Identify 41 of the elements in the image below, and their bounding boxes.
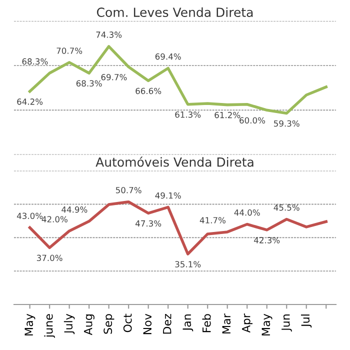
- x-tick-label: Feb: [202, 314, 211, 332]
- data-label: 44.0%: [234, 209, 260, 216]
- data-label: 35.1%: [175, 261, 201, 268]
- chart-title: Automóveis Venda Direta: [96, 156, 254, 167]
- data-label: 69.4%: [155, 53, 181, 60]
- data-label: 45.5%: [274, 204, 300, 211]
- x-tick-label: Mar: [222, 314, 231, 334]
- data-label: 42.3%: [254, 237, 280, 244]
- data-label: 61.2%: [214, 112, 240, 118]
- chart-title: Com. Leves Venda Direta: [96, 7, 253, 18]
- x-tick-label: Nov: [143, 314, 152, 334]
- data-label: 43.0%: [16, 212, 43, 220]
- x-tick-label: July: [64, 314, 75, 334]
- data-label: 68.3%: [22, 58, 48, 65]
- x-tick-label: Aug: [84, 314, 94, 336]
- data-label: 59.3%: [274, 120, 300, 127]
- data-label: 66.6%: [136, 88, 162, 94]
- data-label: 49.1%: [155, 192, 181, 199]
- data-label: 47.3%: [136, 220, 162, 227]
- data-label: 41.7%: [200, 217, 226, 224]
- x-tick-label: Dez: [163, 314, 172, 334]
- data-label: 74.3%: [96, 32, 122, 38]
- data-label: 68.3%: [76, 80, 102, 87]
- x-tick-label: june: [44, 314, 55, 338]
- data-label: 50.7%: [116, 187, 142, 194]
- data-label: 60.0%: [240, 117, 266, 124]
- data-label: 64.2%: [17, 98, 43, 105]
- data-label: 70.7%: [56, 48, 82, 54]
- x-tick-label: Apr: [242, 314, 252, 333]
- data-label: 42.0%: [42, 216, 68, 222]
- x-tick-label: Oct: [123, 314, 132, 332]
- data-label: 44.9%: [62, 206, 88, 213]
- x-tick-label: Jun: [282, 314, 292, 332]
- x-tick-label: May: [262, 314, 272, 336]
- data-label: 69.7%: [101, 74, 127, 80]
- data-label: 61.3%: [175, 111, 201, 118]
- x-tick-label: Sep: [104, 314, 114, 334]
- x-tick-label: Jan: [182, 314, 194, 332]
- x-tick-label: May: [24, 314, 36, 336]
- x-tick-label: Jul: [300, 314, 312, 328]
- data-label: 37.0%: [36, 254, 62, 262]
